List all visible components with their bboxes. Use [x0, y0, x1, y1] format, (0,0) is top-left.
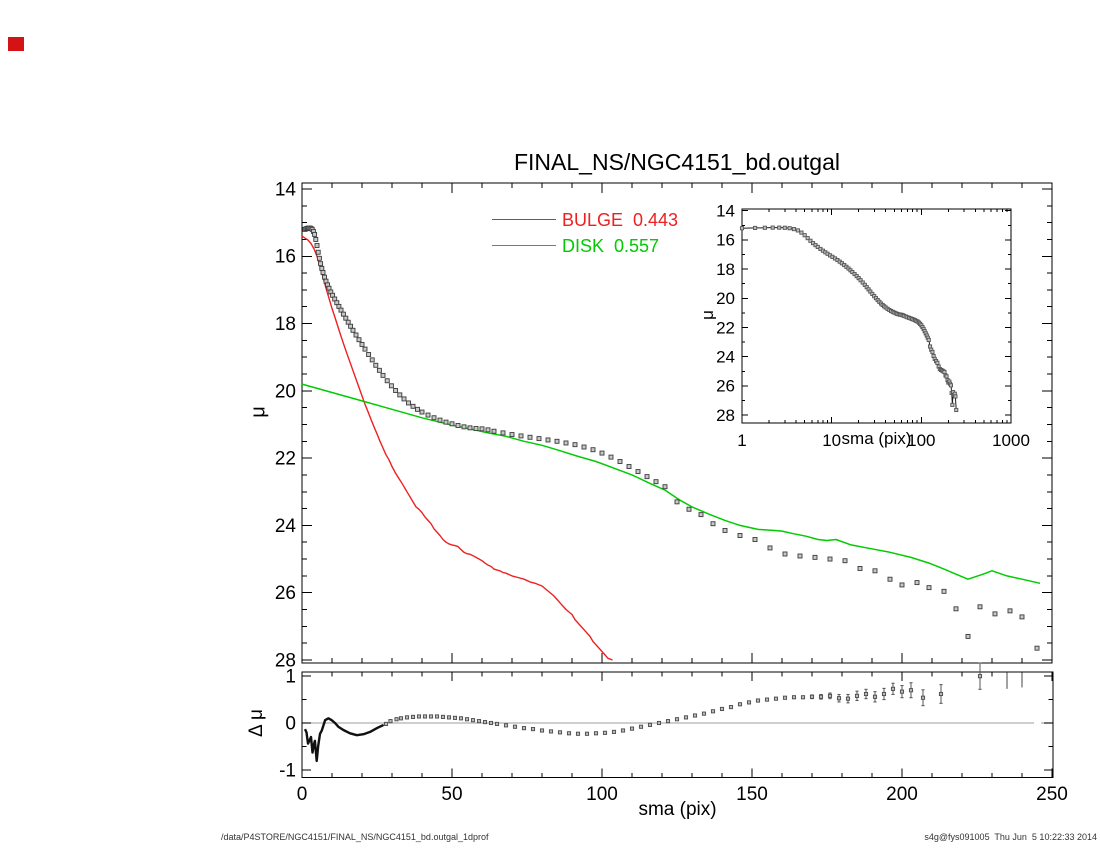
- svg-text:250: 250: [1036, 784, 1068, 805]
- svg-text:1: 1: [737, 431, 746, 450]
- svg-text:100: 100: [907, 431, 935, 450]
- bulge-line-swatch: [492, 219, 556, 220]
- bulge-legend-label: BULGE 0.443: [562, 210, 679, 230]
- svg-text:28: 28: [716, 406, 735, 425]
- svg-text:14: 14: [716, 201, 735, 220]
- svg-text:150: 150: [736, 784, 768, 805]
- svg-text:1: 1: [285, 667, 296, 688]
- svg-text:24: 24: [716, 347, 735, 366]
- disk-line-swatch: [492, 245, 556, 246]
- svg-text:22: 22: [275, 449, 296, 470]
- svg-text:100: 100: [586, 784, 618, 805]
- disk-legend-label: DISK 0.557: [562, 236, 660, 256]
- svg-text:0: 0: [285, 713, 296, 734]
- svg-text:22: 22: [716, 318, 735, 337]
- svg-text:200: 200: [886, 784, 918, 805]
- svg-text:16: 16: [716, 231, 735, 250]
- svg-text:0: 0: [297, 784, 308, 805]
- svg-text:10: 10: [822, 431, 841, 450]
- svg-text:28: 28: [275, 650, 296, 671]
- svg-text:-1: -1: [279, 760, 296, 781]
- bottom-x-axis-label: sma (pix): [638, 799, 717, 820]
- svg-text:50: 50: [441, 784, 462, 805]
- svg-text:18: 18: [275, 314, 296, 335]
- svg-text:18: 18: [716, 260, 735, 279]
- inset-x-axis-label: sma (pix): [841, 429, 912, 448]
- footer-user-timestamp: s4g@fys091005 Thu Jun 5 10:22:33 2014: [924, 832, 1097, 842]
- svg-text:14: 14: [275, 179, 297, 200]
- svg-text:20: 20: [275, 381, 296, 402]
- svg-text:26: 26: [716, 377, 735, 396]
- capture-marker: [8, 37, 24, 51]
- svg-text:1000: 1000: [992, 431, 1030, 450]
- plot-title: FINAL_NS/NGC4151_bd.outgal: [513, 149, 841, 175]
- svg-text:20: 20: [716, 289, 735, 308]
- svg-text:26: 26: [275, 583, 296, 604]
- footer-file-path: /data/P4STORE/NGC4151/FINAL_NS/NGC4151_b…: [221, 832, 489, 842]
- svg-text:24: 24: [275, 516, 297, 537]
- svg-text:16: 16: [275, 247, 296, 268]
